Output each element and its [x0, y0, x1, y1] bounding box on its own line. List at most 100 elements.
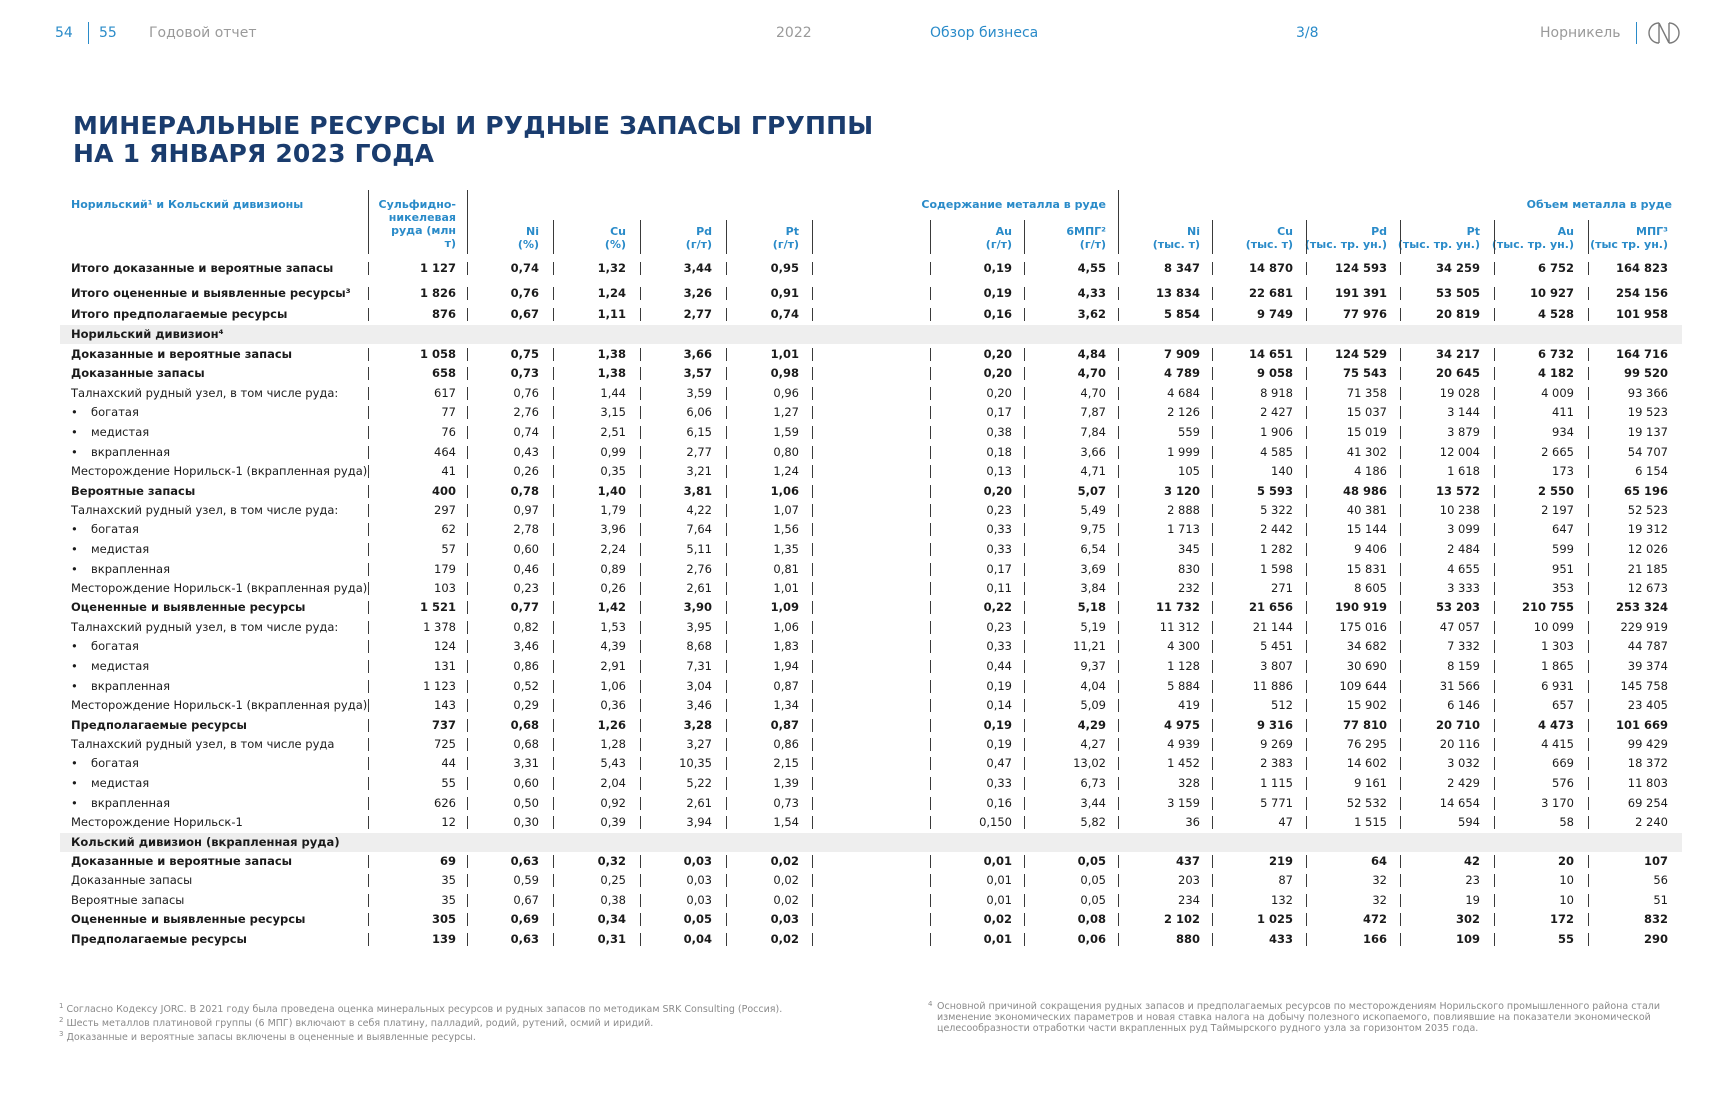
cell-value: 0,05 [1077, 854, 1106, 868]
cell-value: 3,90 [683, 600, 712, 614]
cell-value: 6,06 [686, 405, 712, 419]
cell-divider [640, 262, 641, 275]
cell-divider [640, 485, 641, 498]
cell-divider [553, 543, 554, 556]
cell-divider [1306, 855, 1307, 868]
cell-value: 0,39 [600, 815, 626, 829]
cell-divider [1306, 621, 1307, 634]
cell-divider [467, 465, 468, 478]
cell-divider [640, 287, 641, 300]
cell-divider [930, 563, 931, 576]
cell-divider [1024, 308, 1025, 321]
cell-value: 3 170 [1541, 796, 1574, 810]
cell-divider [930, 262, 931, 275]
cell-value: 164 716 [1615, 347, 1668, 361]
table-row: Вероятные запасы 400 0,78 1,40 3,81 1,06 0,20 5… [60, 482, 1682, 501]
cell-divider [467, 262, 468, 275]
cell-value: 0,03 [770, 912, 799, 926]
report-title-link[interactable]: Годовой отчет [149, 25, 257, 41]
table-row: Месторождение Норильск-1 (вкрапленная ру… [60, 579, 1682, 598]
cell-value: 1,06 [600, 679, 626, 693]
cell-divider [1212, 660, 1213, 673]
page-title-line: МИНЕРАЛЬНЫЕ РЕСУРСЫ И РУДНЫЕ ЗАПАСЫ ГРУП… [73, 111, 874, 140]
cell-value: 1,53 [600, 620, 626, 634]
cell-divider [726, 426, 727, 439]
cell-divider [1400, 777, 1401, 790]
cell-divider [467, 543, 468, 556]
row-label: Оцененные и выявленные ресурсы [71, 598, 305, 617]
cell-value: 1 618 [1447, 464, 1480, 478]
cell-value: 44 787 [1627, 639, 1668, 653]
cell-divider [1212, 913, 1213, 926]
cell-value: 14 870 [1248, 261, 1293, 275]
row-label: Предполагаемые ресурсы [71, 930, 247, 949]
cell-value: 3,31 [513, 756, 539, 770]
cell-divider [812, 308, 813, 321]
cell-value: 9 269 [1260, 737, 1293, 751]
cell-divider [1588, 287, 1589, 300]
cell-value: 1,34 [773, 698, 799, 712]
cell-divider [1024, 582, 1025, 595]
cell-divider [368, 308, 369, 321]
footnote-mark: 4 [928, 1000, 933, 1008]
nornickel-logo-icon[interactable] [1646, 20, 1682, 46]
bullet-icon: • [71, 796, 78, 810]
section-link[interactable]: Обзор бизнеса [930, 25, 1039, 41]
cell-value: 55 [1557, 932, 1574, 946]
page-number-left: 54 [55, 25, 73, 41]
cell-value: 1 127 [419, 261, 456, 275]
cell-divider [1494, 465, 1495, 478]
cell-divider [1400, 855, 1401, 868]
row-label-text: Месторождение Норильск-1 (вкрапленная ру… [71, 698, 368, 712]
page-title: МИНЕРАЛЬНЫЕ РЕСУРСЫ И РУДНЫЕ ЗАПАСЫ ГРУП… [73, 112, 873, 168]
cell-divider [640, 660, 641, 673]
cell-divider [1118, 874, 1119, 887]
page-number-right: 55 [99, 25, 117, 41]
column-header-line: Pd [696, 225, 712, 238]
cell-divider [930, 446, 931, 459]
cell-divider [1306, 699, 1307, 712]
row-label-text: Доказанные запасы [71, 873, 193, 887]
cell-value: 0,13 [986, 464, 1012, 478]
table-row: • вкрапленная 179 0,46 0,89 2,76 0,81 0,17 3,69 8… [60, 560, 1682, 579]
cell-value: 0,20 [983, 347, 1012, 361]
cell-value: 1 826 [419, 286, 456, 300]
cell-value: 1 515 [1354, 815, 1387, 829]
cell-divider [1212, 777, 1213, 790]
cell-value: 876 [431, 307, 456, 321]
cell-divider [726, 387, 727, 400]
cell-divider [1588, 262, 1589, 275]
cell-divider [1494, 543, 1495, 556]
footnote-text: целесообразности отработки части вкрапле… [937, 1023, 1479, 1034]
cell-value: 7,84 [1080, 425, 1106, 439]
cell-value: 290 [1643, 932, 1668, 946]
cell-value: 0,03 [686, 893, 712, 907]
cell-divider [467, 680, 468, 693]
cell-divider [726, 757, 727, 770]
company-name[interactable]: Норникель [1540, 25, 1621, 41]
cell-divider [1588, 348, 1589, 361]
cell-divider [1306, 485, 1307, 498]
cell-value: 1 025 [1256, 912, 1293, 926]
cell-divider [930, 621, 931, 634]
cell-divider [1118, 465, 1119, 478]
cell-value: 0,50 [513, 796, 539, 810]
cell-value: 191 391 [1334, 286, 1387, 300]
cell-divider [1588, 933, 1589, 946]
cell-divider [1024, 933, 1025, 946]
cell-value: 69 254 [1627, 796, 1668, 810]
cell-divider [553, 660, 554, 673]
cell-divider [1306, 465, 1307, 478]
cell-value: 2,76 [686, 562, 712, 576]
cell-divider [1306, 777, 1307, 790]
cell-value: 34 682 [1346, 639, 1387, 653]
table-row: Талнахский рудный узел, в том числе руда… [60, 618, 1682, 637]
column-divider [467, 190, 468, 254]
cell-divider [1118, 660, 1119, 673]
cell-divider [930, 660, 931, 673]
cell-divider [1588, 719, 1589, 732]
cell-value: 4 684 [1167, 386, 1200, 400]
cell-value: 4 473 [1537, 718, 1574, 732]
section-row: Норильский дивизион⁴ [60, 325, 1682, 344]
cell-divider [640, 387, 641, 400]
